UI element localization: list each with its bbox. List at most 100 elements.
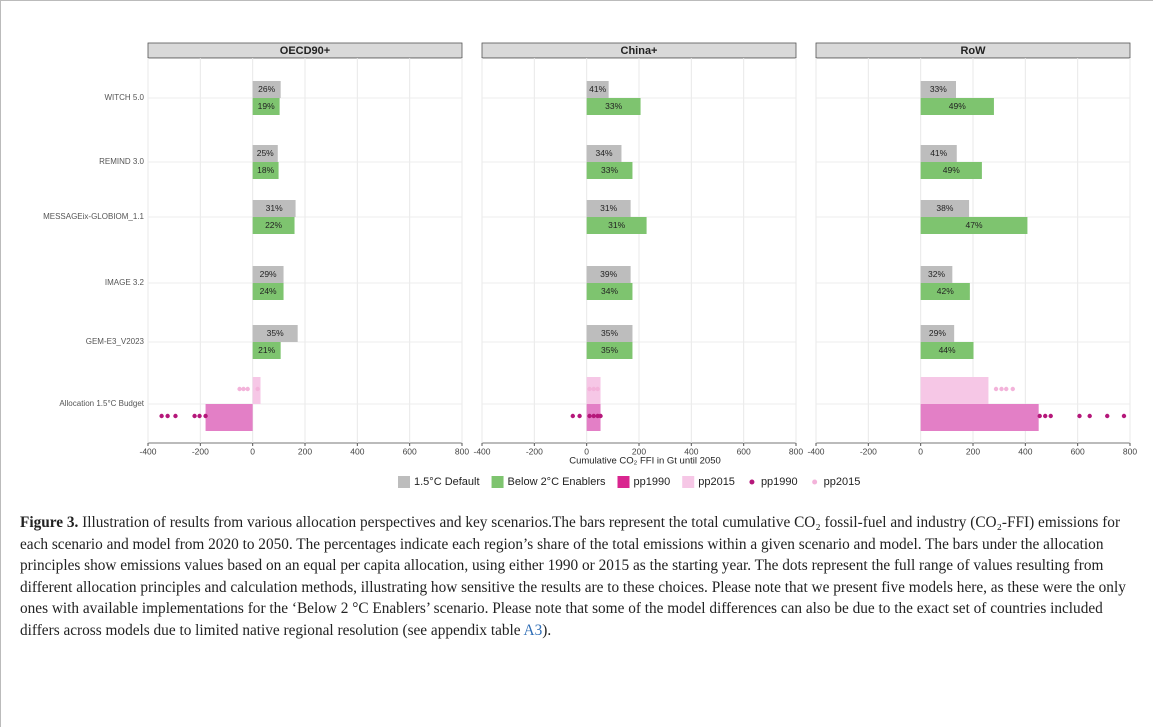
bar: [920, 283, 970, 300]
x-tick-label: 400: [1018, 446, 1032, 456]
share-label: 31%: [608, 220, 625, 230]
dot: [255, 386, 260, 392]
facet-title: OECD90+: [280, 45, 330, 57]
x-tick-label: 400: [684, 446, 698, 456]
facet-title: China+: [621, 45, 658, 57]
bar: [586, 98, 641, 115]
x-tick-label: 800: [1123, 446, 1137, 456]
dot: [1037, 413, 1042, 419]
share-label: 34%: [596, 148, 613, 158]
dot: [993, 386, 999, 392]
dot: [591, 386, 596, 392]
bar: [252, 342, 281, 359]
share-label: 38%: [936, 203, 953, 213]
dot: [591, 413, 596, 419]
x-tick-label: 200: [966, 446, 980, 456]
share-label: 21%: [258, 345, 275, 355]
dot: [245, 386, 250, 392]
x-tick-label: -400: [807, 446, 824, 456]
legend-label: 1.5°C Default: [414, 476, 480, 488]
share-label: 35%: [267, 328, 284, 338]
share-label: 29%: [260, 269, 277, 279]
share-label: 49%: [949, 101, 966, 111]
x-tick-label: 800: [789, 446, 803, 456]
bar: [920, 217, 1028, 234]
share-label: 31%: [266, 203, 283, 213]
dot: [595, 386, 600, 392]
bar: [586, 325, 633, 342]
bar: [920, 81, 956, 98]
dot: [1048, 413, 1053, 419]
bar: [920, 266, 953, 283]
bar: [252, 98, 280, 115]
bar: [205, 404, 253, 431]
share-label: 44%: [939, 345, 956, 355]
legend-label: pp2015: [698, 476, 735, 488]
x-tick-label: -200: [860, 446, 877, 456]
share-label: 41%: [589, 84, 606, 94]
share-label: 35%: [601, 328, 618, 338]
x-tick-label: 600: [737, 446, 751, 456]
bar: [586, 342, 633, 359]
bar: [920, 162, 982, 179]
x-tick-label: 200: [298, 446, 312, 456]
y-tick-label: WITCH 5.0: [104, 93, 144, 102]
share-label: 29%: [929, 328, 946, 338]
figure-caption: Figure 3. Illustration of results from v…: [20, 512, 1135, 641]
y-tick-label: REMIND 3.0: [99, 157, 144, 166]
bar: [920, 145, 957, 162]
dot: [570, 413, 575, 419]
table-link[interactable]: A3: [523, 621, 543, 639]
legend-label: pp2015: [824, 476, 861, 488]
share-label: 33%: [930, 84, 947, 94]
x-tick-label: -400: [139, 446, 156, 456]
chart: OECD90+ -400 -200 0 200 400 600 800 26% 19% 25% 18%…: [43, 42, 1137, 488]
caption-label: Figure 3.: [20, 514, 79, 531]
dot: [598, 413, 603, 419]
x-tick-label: 0: [584, 446, 589, 456]
share-label: 31%: [600, 203, 617, 213]
legend-label: Below 2°C Enablers: [508, 476, 606, 488]
bar: [252, 145, 278, 162]
caption-end: ).: [542, 621, 552, 639]
x-tick-label: -200: [192, 446, 209, 456]
bar: [920, 98, 994, 115]
dot: [241, 386, 246, 392]
legend-swatch: [491, 476, 504, 488]
bar: [586, 200, 631, 217]
dot: [197, 413, 202, 419]
legend-swatch: [682, 476, 695, 488]
share-label: 18%: [257, 165, 274, 175]
dot: [203, 413, 208, 419]
dot: [1105, 413, 1110, 419]
share-label: 32%: [928, 269, 945, 279]
bar: [252, 200, 296, 217]
share-label: 49%: [943, 165, 960, 175]
legend-swatch: [617, 476, 630, 488]
bar: [920, 200, 970, 217]
dot: [587, 386, 592, 392]
dot: [999, 386, 1004, 392]
share-label: 25%: [257, 148, 274, 158]
bar: [920, 404, 1039, 431]
caption-text: Illustration of results from various all…: [20, 514, 1126, 639]
x-tick-label: 0: [918, 446, 923, 456]
legend-dot: [749, 479, 755, 485]
dot: [587, 413, 592, 419]
bar: [252, 217, 295, 234]
dot: [192, 413, 197, 419]
bar: [586, 283, 633, 300]
legend-label: pp1990: [634, 476, 671, 488]
dot: [165, 413, 170, 419]
y-tick-label: IMAGE 3.2: [105, 278, 145, 287]
share-label: 19%: [258, 101, 275, 111]
bar: [586, 145, 622, 162]
share-label: 34%: [601, 286, 618, 296]
dot: [173, 413, 178, 419]
share-label: 26%: [258, 84, 275, 94]
share-label: 42%: [937, 286, 954, 296]
x-tick-label: 600: [403, 446, 417, 456]
bar: [252, 325, 298, 342]
bar: [252, 81, 281, 98]
